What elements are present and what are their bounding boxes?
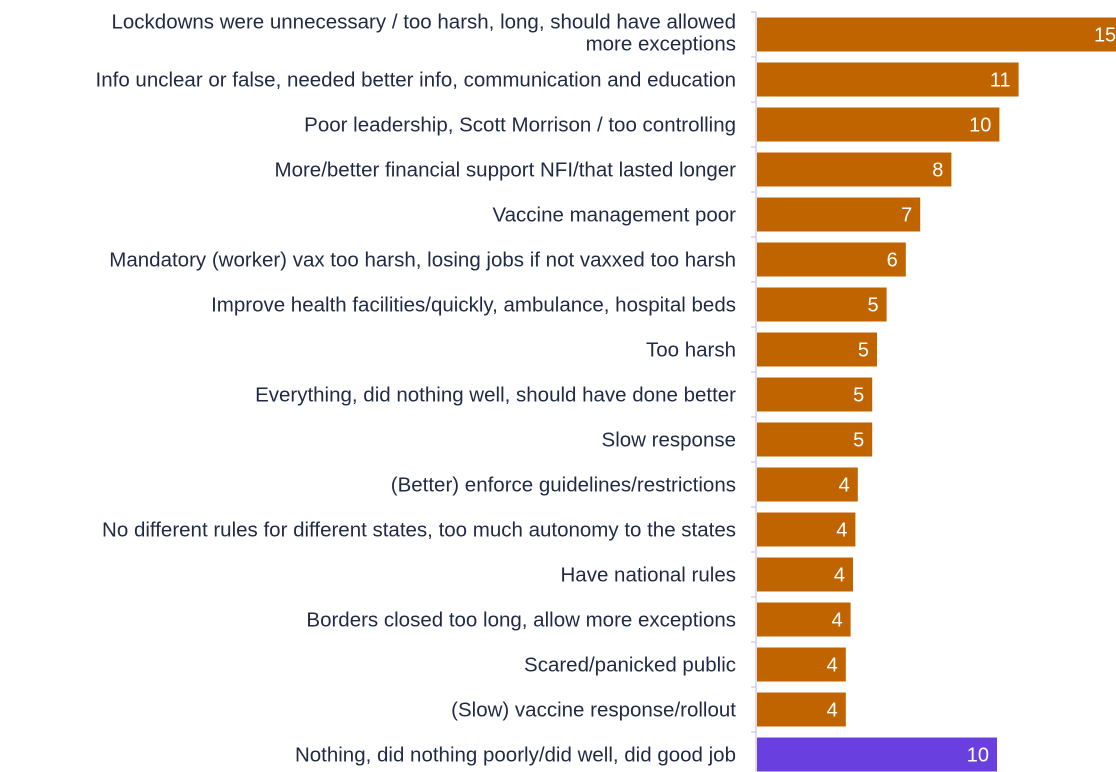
bar: [757, 152, 952, 187]
bar: [757, 17, 1116, 52]
bar: [757, 62, 1019, 97]
tick-label: Everything, did nothing well, should hav…: [255, 384, 736, 407]
tick-label: Poor leadership, Scott Morrison / too co…: [304, 114, 736, 137]
data-label: 4: [839, 475, 850, 497]
tick-label: Vaccine management poor: [493, 204, 737, 227]
bar: [757, 512, 856, 547]
bar: [757, 602, 851, 637]
data-label: 4: [831, 610, 842, 632]
tick-label: More/better financial support NFI/that l…: [275, 159, 737, 182]
data-label: 7: [901, 205, 912, 227]
bar: [757, 332, 877, 367]
tick-label: Improve health facilities/quickly, ambul…: [211, 294, 736, 317]
bars: [757, 17, 1116, 772]
bar: [757, 377, 873, 412]
bar: [757, 647, 846, 682]
value-labels: 15 11 10 8 7 6 5 5 5 5 4 4 4 4 4 4 10: [827, 25, 1116, 767]
tick-label: No different rules for different states,…: [102, 519, 736, 542]
tick-label: more exceptions: [586, 33, 736, 56]
data-label: 10: [967, 745, 989, 767]
data-label: 4: [827, 700, 838, 722]
tick-label: Too harsh: [646, 339, 736, 362]
bar: [757, 287, 887, 322]
tick-label: Have national rules: [561, 564, 737, 587]
tick-label: Borders closed too long, allow more exce…: [306, 609, 736, 632]
bar: [757, 422, 873, 457]
category-axis: [751, 11, 757, 772]
tick-label: Scared/panicked public: [524, 654, 736, 677]
tick-label: Nothing, did nothing poorly/did well, di…: [295, 744, 736, 767]
data-label: 11: [990, 70, 1011, 92]
bar: [757, 557, 853, 592]
bar: [757, 737, 997, 772]
bar: [757, 107, 1000, 142]
bar: [757, 467, 858, 502]
data-label: 10: [969, 115, 991, 137]
data-label: 4: [834, 565, 845, 587]
data-label: 6: [887, 250, 898, 272]
bar: [757, 692, 846, 727]
data-label: 15: [1094, 25, 1116, 47]
category-labels: Lockdowns were unnecessary / too harsh, …: [96, 11, 737, 767]
data-label: 5: [853, 430, 864, 452]
tick-label: Slow response: [602, 429, 736, 452]
bar: [757, 197, 921, 232]
data-label: 5: [858, 340, 869, 362]
data-label: 5: [867, 295, 878, 317]
tick-label: Mandatory (worker) vax too harsh, losing…: [109, 249, 736, 272]
tick-label: (Better) enforce guidelines/restrictions: [391, 474, 736, 497]
tick-label: Info unclear or false, needed better inf…: [96, 69, 736, 92]
data-label: 8: [932, 160, 943, 182]
data-label: 4: [836, 520, 847, 542]
tick-label: Lockdowns were unnecessary / too harsh, …: [112, 11, 737, 34]
data-label: 5: [853, 385, 864, 407]
data-label: 4: [827, 655, 838, 677]
bar: [757, 242, 906, 277]
tick-label: (Slow) vaccine response/rollout: [451, 699, 736, 722]
